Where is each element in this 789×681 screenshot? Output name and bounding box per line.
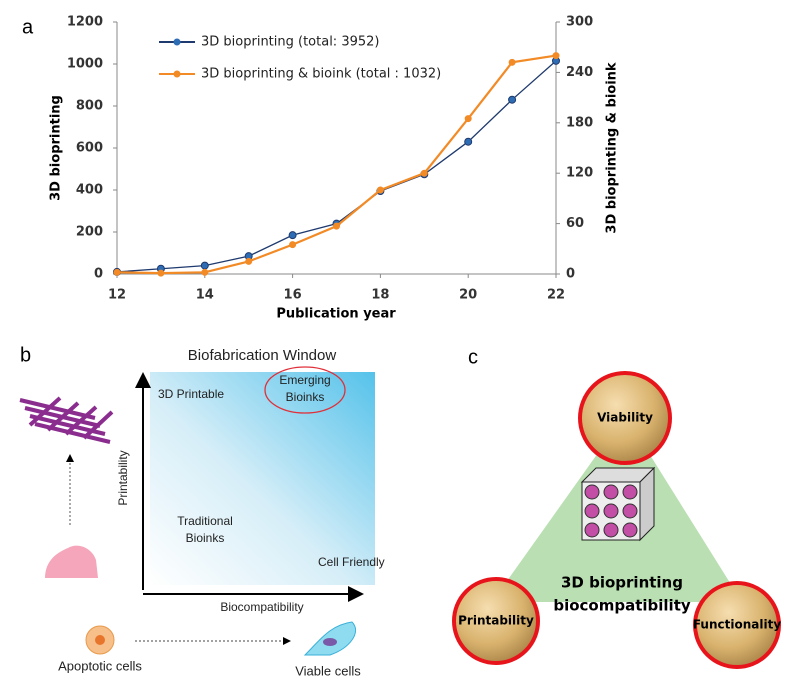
cell-label: Viable cells xyxy=(295,663,361,678)
data-point xyxy=(464,115,472,123)
data-point xyxy=(245,257,253,265)
corner-label: Traditional xyxy=(177,514,233,528)
data-point xyxy=(508,58,516,66)
panel-c: 3D bioprinting biocompatibility Viabilit… xyxy=(452,371,781,669)
data-point xyxy=(288,231,297,240)
series-line xyxy=(116,60,557,273)
center-label: biocompatibility xyxy=(553,597,691,615)
node-circle xyxy=(578,371,672,465)
x-tick-label: 12 xyxy=(108,288,126,303)
chart: 3D bioprinting 3D bioprinting & bioink P… xyxy=(49,15,620,322)
window xyxy=(150,372,375,585)
node-label: Functionality xyxy=(693,618,781,632)
data-point xyxy=(200,261,209,270)
y-tick-label: 1000 xyxy=(67,57,103,72)
y2-tick-label: 240 xyxy=(566,65,593,80)
center-label: 3D bioprinting xyxy=(561,574,683,592)
data-point xyxy=(157,269,165,277)
scaffold-icon xyxy=(19,396,114,444)
legend-swatch xyxy=(173,70,181,78)
y-tick-label: 800 xyxy=(76,99,103,114)
y-axis-label: 3D bioprinting xyxy=(49,95,64,201)
node-label: Viability xyxy=(597,411,653,425)
y-tick-label: 200 xyxy=(76,225,103,240)
x-tick-label: 18 xyxy=(371,288,389,303)
legend-swatch xyxy=(173,38,181,46)
cell-icon xyxy=(323,638,337,646)
axis-label: Biocompatibility xyxy=(220,600,303,614)
diagram-title: Biofabrication Window xyxy=(188,347,337,364)
legend-label: 3D bioprinting & bioink (total : 1032) xyxy=(201,67,441,82)
node-circle xyxy=(693,581,781,669)
y2-tick-label: 60 xyxy=(566,216,584,231)
data-point xyxy=(464,137,473,146)
data-point xyxy=(420,169,428,177)
y2-axis-label: 3D bioprinting & bioink xyxy=(605,62,620,234)
data-point xyxy=(201,268,209,276)
node-label: Printability xyxy=(458,614,534,628)
y2-tick-label: 180 xyxy=(566,115,593,130)
y2-tick-label: 120 xyxy=(566,166,593,181)
y-tick-label: 600 xyxy=(76,141,103,156)
y-tick-label: 0 xyxy=(94,267,103,282)
corner-label: Bioinks xyxy=(186,531,225,545)
node-circle xyxy=(452,577,540,665)
axis-label: Printability xyxy=(116,450,130,505)
x-tick-label: 20 xyxy=(459,288,477,303)
cell-label: Apoptotic cells xyxy=(58,658,142,673)
cell-icon xyxy=(95,635,105,645)
corner-label: Bioinks xyxy=(286,390,325,404)
x-axis-label: Publication year xyxy=(276,307,396,322)
data-point xyxy=(113,268,121,276)
y2-tick-label: 0 xyxy=(566,267,575,282)
panel-b: Biofabrication Window Printability Bioco… xyxy=(19,347,385,678)
data-point xyxy=(552,52,560,60)
data-point xyxy=(508,95,517,104)
panel-label: a xyxy=(22,16,34,38)
x-tick-label: 16 xyxy=(284,288,302,303)
legend-label: 3D bioprinting (total: 3952) xyxy=(201,35,379,50)
y-tick-label: 400 xyxy=(76,183,103,198)
panel-label: c xyxy=(468,346,478,368)
corner-label: Emerging xyxy=(279,373,330,387)
x-tick-label: 14 xyxy=(196,288,214,303)
gel-icon xyxy=(45,545,98,578)
cube-icon xyxy=(580,466,656,542)
corner-label: 3D Printable xyxy=(158,387,224,401)
data-point xyxy=(376,186,384,194)
x-tick-label: 22 xyxy=(547,288,565,303)
panel-label: b xyxy=(20,344,31,366)
corner-label: Cell Friendly xyxy=(318,555,385,569)
highlight xyxy=(264,366,346,414)
data-point xyxy=(289,241,297,249)
data-point xyxy=(333,222,340,230)
y2-tick-label: 300 xyxy=(566,15,593,30)
y-tick-label: 1200 xyxy=(67,15,103,30)
series-line xyxy=(116,54,557,275)
